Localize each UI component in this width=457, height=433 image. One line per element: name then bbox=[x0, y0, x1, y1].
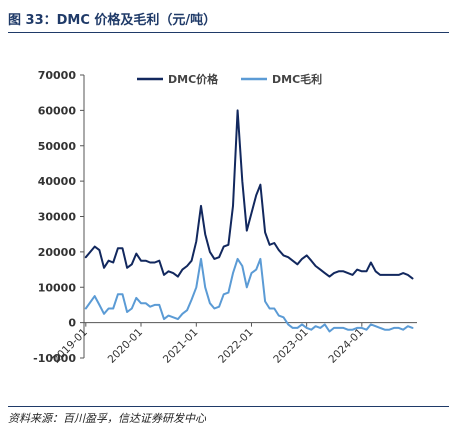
x-tick-label: 2023-01 bbox=[271, 326, 311, 366]
figure-title: 图 33：DMC 价格及毛利（元/吨） bbox=[8, 13, 217, 28]
legend-item-dmc-price-label: DMC价格 bbox=[168, 72, 219, 86]
dmc-price-margin-chart: -10000 0 10000 20000 30000 40000 50000 60000 700… bbox=[33, 69, 417, 366]
y-tick-label: 20000 bbox=[38, 246, 77, 259]
y-tick-label: 70000 bbox=[38, 69, 77, 82]
series-line-dmc-margin bbox=[84, 257, 414, 333]
legend-item-dmc-margin-label: DMC毛利 bbox=[272, 72, 322, 86]
y-tick-label: 30000 bbox=[38, 211, 77, 224]
title-rule bbox=[8, 32, 449, 33]
y-tick-label: 40000 bbox=[38, 175, 77, 188]
y-tick-label: -10000 bbox=[33, 352, 76, 365]
y-tick-label: 0 bbox=[68, 317, 76, 330]
y-tick-label: 60000 bbox=[38, 104, 77, 117]
x-tick-label: 2021-01 bbox=[161, 326, 201, 366]
x-tick-label: 2020-01 bbox=[106, 326, 146, 366]
x-tick-label: 2024-01 bbox=[326, 326, 366, 366]
y-tick-label: 10000 bbox=[38, 281, 77, 294]
y-tick-label: 50000 bbox=[38, 140, 77, 153]
source-note: 资料来源：百川盈孚，信达证券研发中心 bbox=[8, 412, 206, 425]
series-line-dmc-price bbox=[84, 109, 414, 280]
source-rule bbox=[8, 406, 449, 407]
x-tick-label: 2022-01 bbox=[216, 326, 256, 366]
